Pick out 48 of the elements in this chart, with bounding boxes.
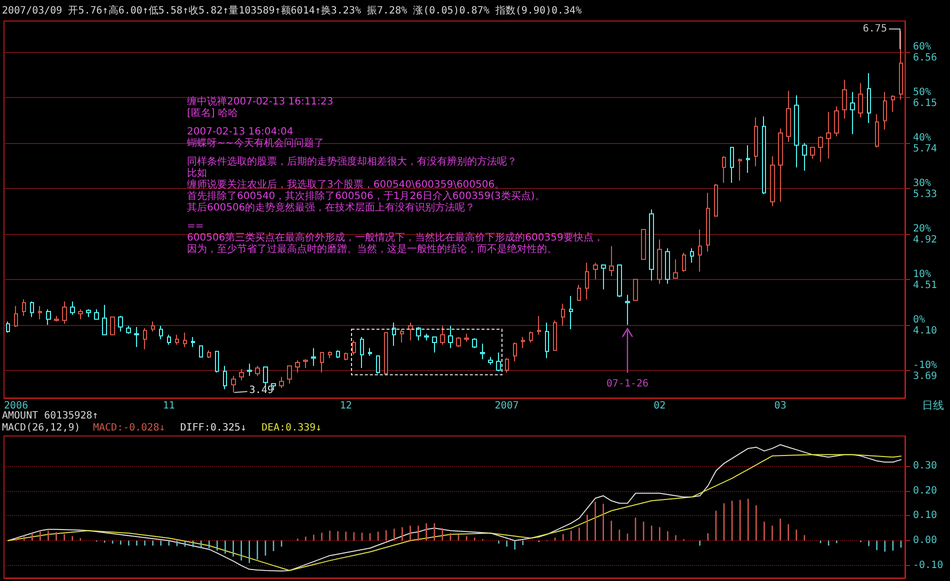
y-tick-label: 0.20 [913,485,938,496]
y2-tick-label: 20% [913,223,932,234]
y-tick-label: 0.00 [913,535,938,546]
annotation: 其后600506的走势竟然最强，在技术层面上有没有识别方法呢？ [187,202,476,214]
text: 日线 [922,399,944,412]
annotation: 因为，至少节省了过最高点时的磨蹭。当然，这是一般性的结论，而不是绝对性的。 [187,243,557,255]
y2-tick-label: -10% [913,360,938,371]
annotation: [匿名] 哈哈 [187,107,238,119]
annotation: 比如 [187,167,207,179]
x-tick-label: 03 [774,400,786,412]
text: AMOUNT 60135928↑ [2,410,98,422]
y2-tick-label: 60% [913,42,932,53]
x-tick-label: 11 [162,400,175,412]
y2-tick-label: 40% [913,132,932,144]
annotation: 缠师说要关注农业后，我选取了3个股票，600540\600359\600506。 [187,178,505,190]
text: MACD:-0.028↓ [93,422,166,434]
y-tick-label: -0.10 [913,560,944,572]
annotation: 缠中说禅2007-02-13 16:11:23 [187,96,334,108]
y-tick-label: 4.10 [913,325,938,336]
y-tick-label: 5.33 [913,188,938,200]
y-tick-label: 4.92 [913,234,938,246]
annotation: 07-1-26 [606,378,649,390]
annotation: 同样条件选取的股票，后期的走势强度却相差很大，有没有辨别的方法呢？ [187,156,517,168]
y-tick-label: 0.30 [913,460,938,472]
chart-subtitle: 2007/03/09 开5.76↑高6.00↑低5.58↑收5.82↑量103589↑额6014↑换3.23% 振7.28% 涨(0.05)0.87% 指数(9.90)0.34% [2,4,582,16]
text: DIFF:0.325↓ [180,422,246,434]
y-tick-label: 3.69 [913,370,938,382]
text: DEA:0.339↓ [261,422,322,434]
y-tick-label: 0.10 [913,510,938,522]
y2-tick-label: 0% [913,314,926,326]
annotation: 6.75 [862,23,887,34]
y2-tick-label: 10% [913,268,932,280]
y-tick-label: 4.51 [913,280,938,291]
y2-tick-label: 30% [913,178,932,189]
x-tick-label: 02 [654,400,666,412]
annotation: 600506第三类买点在最高价外形成，一般情况下，当然比在最高价下形成的600359要快点， [187,232,604,244]
annotation: 蝴蝶呀~~今天有机会问问题了 [187,137,324,149]
annotation: 首先排除了600540，其次排除了600506，于1月26日介入600359(3类买点)。 [187,190,545,202]
x-tick-label: 2006 [4,400,28,412]
y-tick-label: 5.74 [913,143,938,154]
x-tick-label: 2007 [494,400,519,412]
y-tick-label: 6.15 [913,98,938,110]
annotation: == [187,221,204,232]
y-tick-label: 6.56 [913,52,938,64]
y2-tick-label: 50% [913,87,932,98]
chart-title: MACD(26,12,9) [2,422,80,434]
x-tick-label: 12 [340,400,352,412]
annotation: 2007-02-13 16:04:04 [187,126,294,138]
